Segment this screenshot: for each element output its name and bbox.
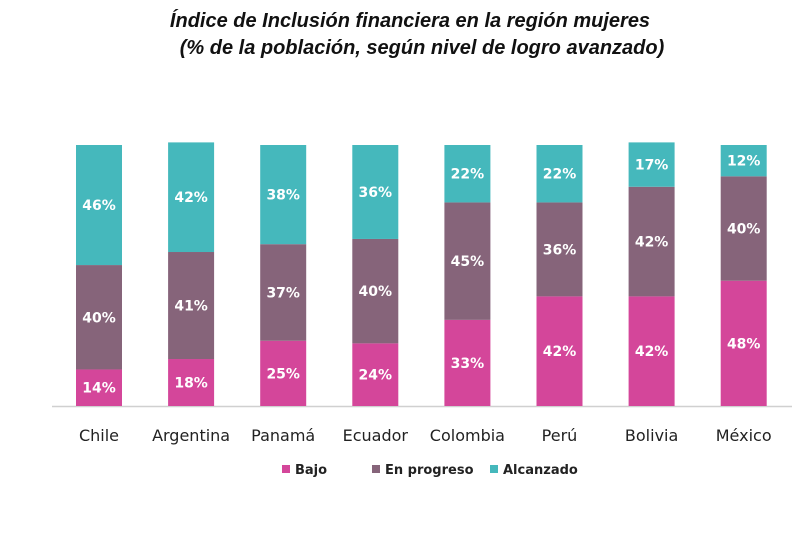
data-label: 12% (727, 154, 761, 170)
data-label: 42% (543, 344, 577, 360)
category-label: México (716, 426, 772, 445)
data-label: 40% (82, 310, 116, 326)
data-label: 36% (359, 185, 393, 201)
data-label: 37% (266, 285, 300, 301)
category-label: Argentina (152, 426, 230, 445)
data-label: 17% (635, 158, 669, 174)
category-label: Perú (542, 426, 578, 445)
bar-segment-en-progreso (628, 186, 675, 297)
data-label: 24% (359, 368, 393, 384)
data-label: 46% (82, 198, 116, 214)
legend-swatch (372, 465, 380, 473)
bar-segment-alcanzado (628, 142, 675, 187)
legend-label: En progreso (385, 463, 474, 478)
category-label: Chile (79, 426, 119, 445)
data-label: 22% (451, 167, 485, 183)
bar-segment-en-progreso (536, 202, 583, 297)
bar-segment-en-progreso (444, 202, 491, 320)
bar-segment-alcanzado (352, 145, 399, 239)
data-label: 18% (174, 376, 208, 392)
data-label: 48% (727, 336, 761, 352)
bar-segment-bajo (720, 280, 767, 406)
data-label: 42% (635, 235, 669, 251)
bar-segment-en-progreso (76, 265, 122, 370)
category-label: Bolivia (625, 426, 678, 445)
bar-segment-alcanzado (76, 145, 122, 266)
bar-segment-en-progreso (168, 252, 215, 360)
bar-segment-bajo (260, 340, 307, 406)
bar-segment-bajo (76, 369, 122, 406)
bar-segment-bajo (444, 319, 491, 406)
legend-swatch (490, 465, 498, 473)
data-label: 42% (174, 190, 208, 206)
data-label: 40% (359, 284, 393, 300)
bar-segment-en-progreso (720, 176, 767, 281)
data-label: 45% (451, 254, 485, 270)
data-label: 14% (82, 381, 116, 397)
data-label: 22% (543, 167, 577, 183)
bar-segment-en-progreso (352, 238, 399, 344)
data-label: 38% (266, 188, 300, 204)
legend-label: Alcanzado (503, 463, 578, 478)
chart-title: Índice de Inclusión financiera en la reg… (169, 10, 651, 32)
data-label: 41% (174, 299, 208, 315)
bar-segment-bajo (168, 359, 215, 406)
bar-segment-alcanzado (720, 145, 767, 177)
bar-segment-bajo (536, 296, 583, 406)
data-label: 40% (727, 222, 761, 238)
bar-segment-alcanzado (444, 145, 491, 203)
category-label: Panamá (251, 426, 315, 445)
legend-label: Bajo (295, 463, 327, 478)
chart-subtitle: (% de la población, según nivel de logro… (179, 37, 665, 59)
bar-segment-alcanzado (168, 142, 215, 253)
data-label: 33% (451, 356, 485, 372)
data-label: 25% (266, 366, 300, 382)
category-label: Ecuador (343, 426, 409, 445)
data-label: 42% (635, 344, 669, 360)
bar-segment-alcanzado (536, 145, 583, 203)
data-label: 36% (543, 242, 577, 258)
legend-swatch (282, 465, 290, 473)
bar-segment-bajo (628, 296, 675, 406)
category-label: Colombia (430, 426, 505, 445)
bar-segment-bajo (352, 343, 399, 406)
bar-segment-alcanzado (260, 145, 307, 245)
bar-segment-en-progreso (260, 244, 307, 341)
